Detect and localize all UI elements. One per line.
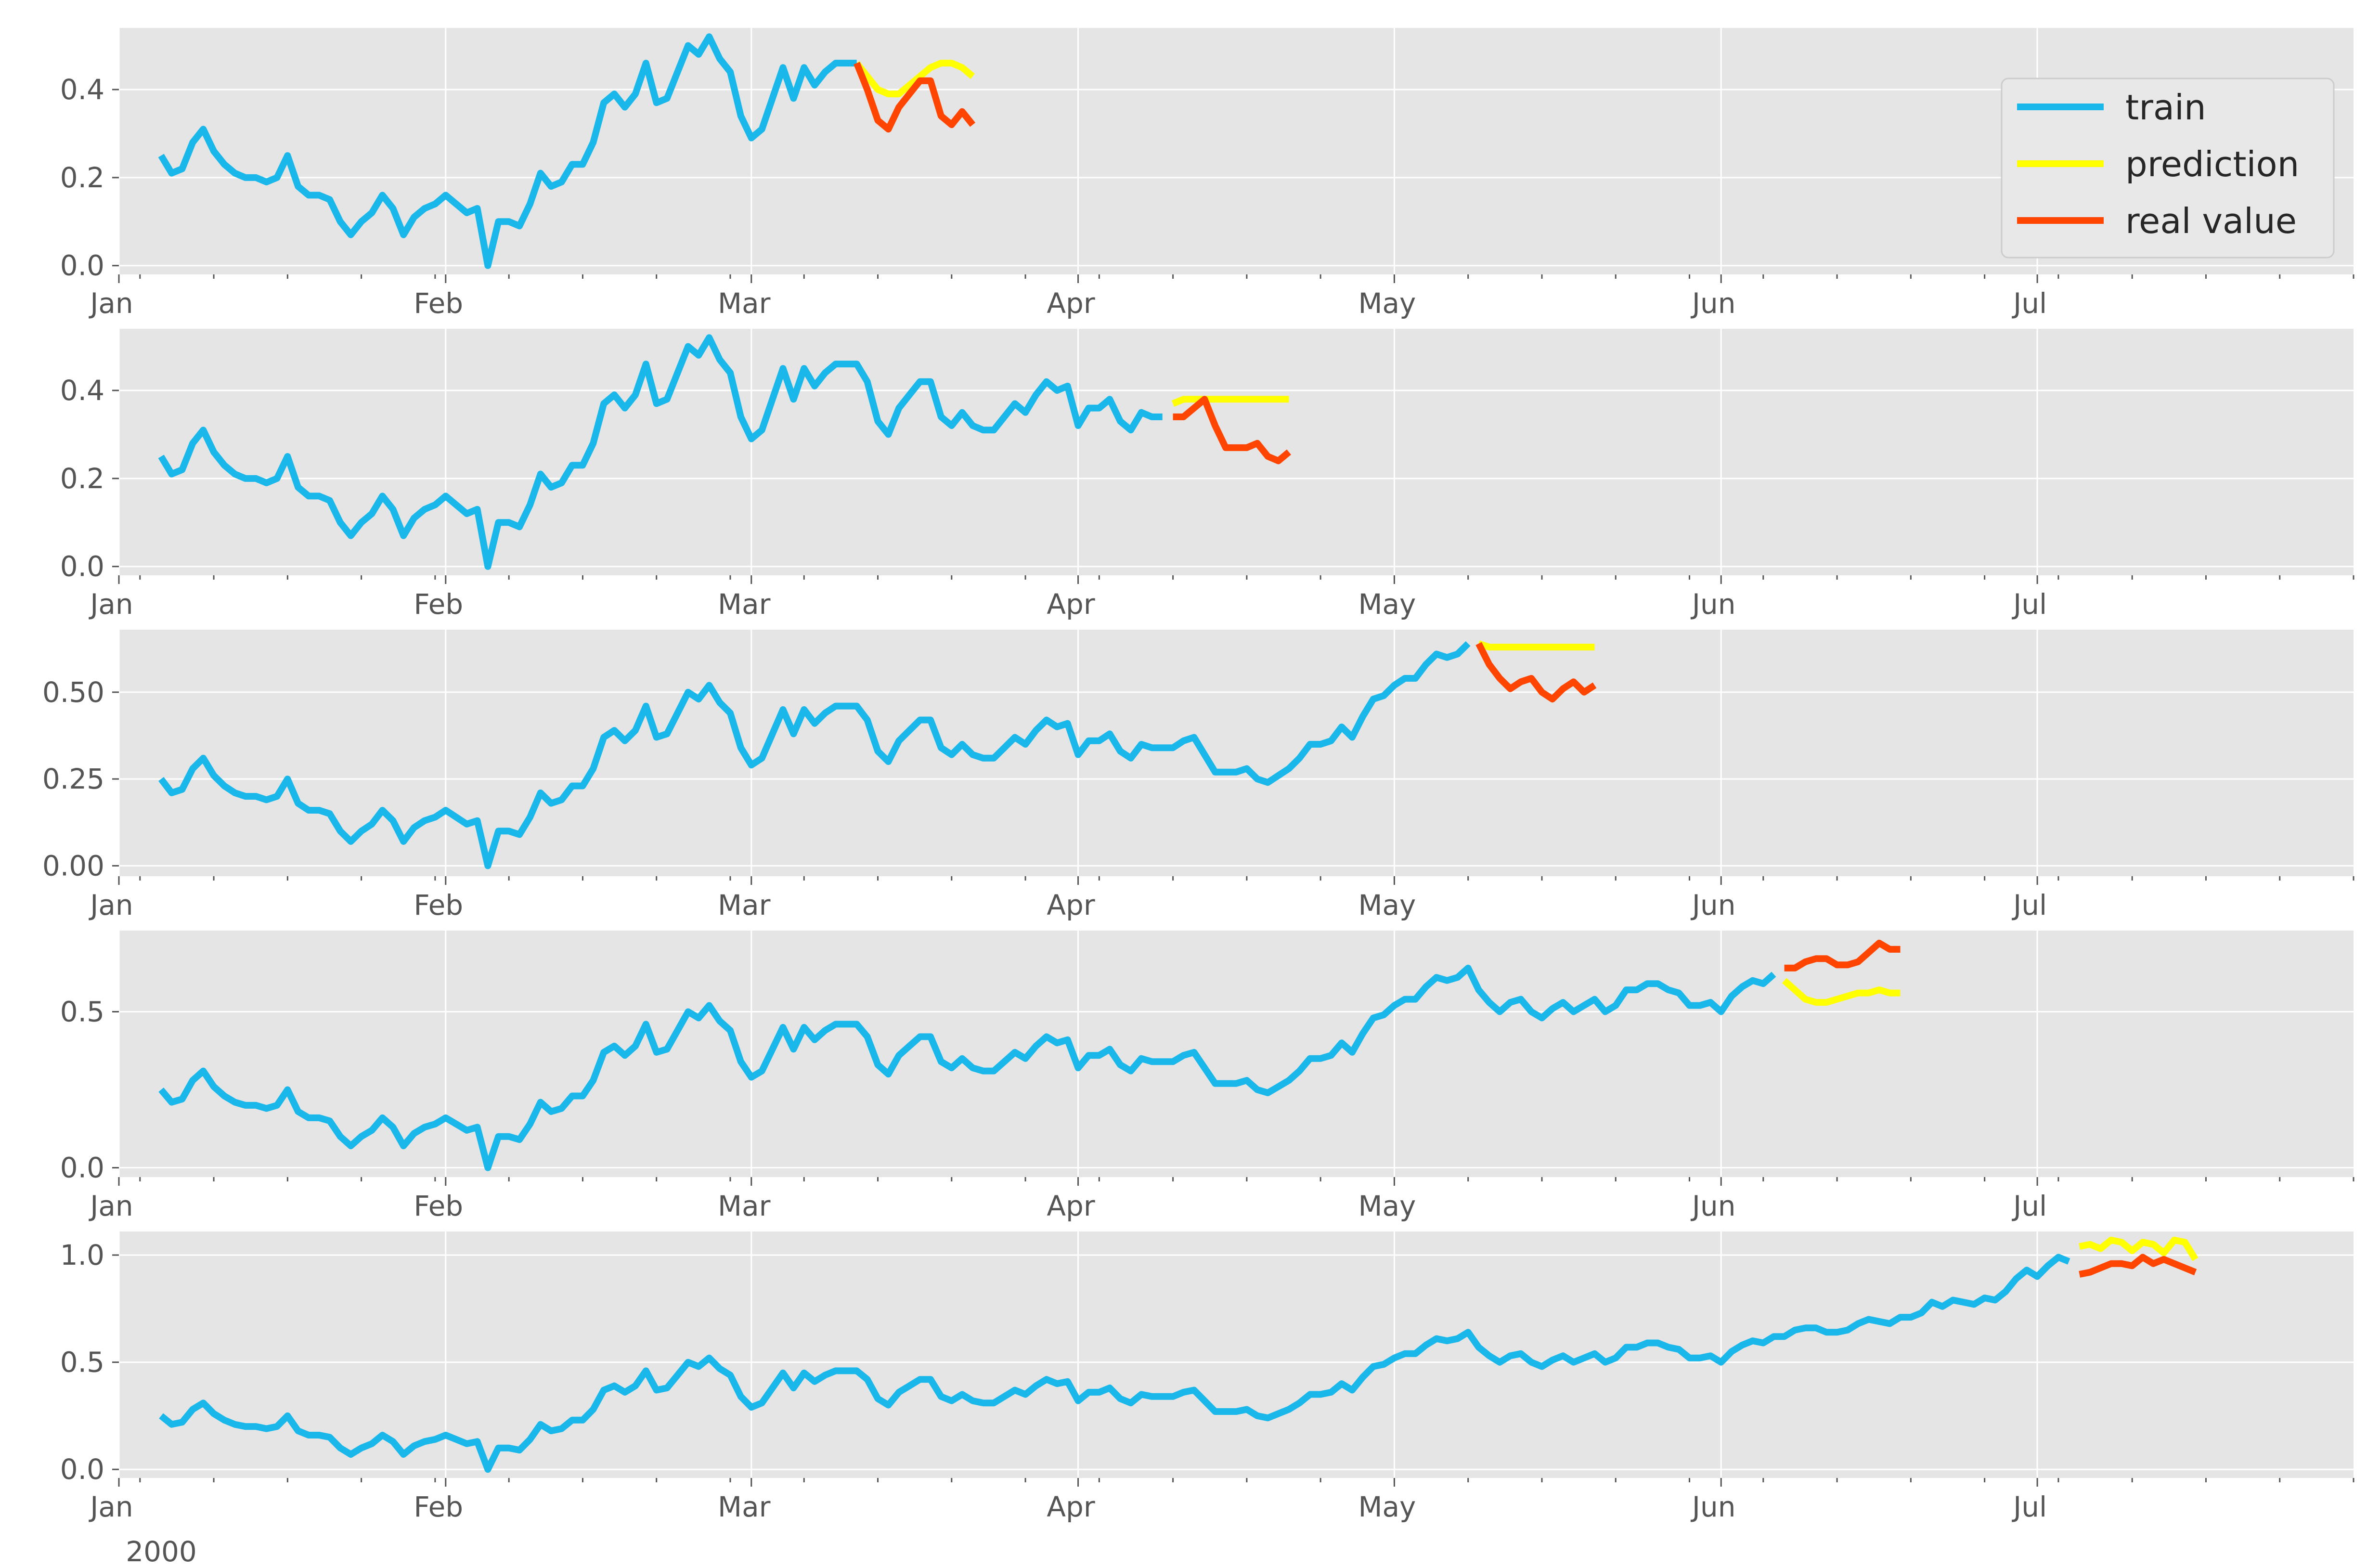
x-tick-label: Mar (718, 1190, 771, 1222)
panel-5: 0.0 0.5 1.0 Jan Feb Mar Apr May Jun Jul (60, 1231, 2354, 1523)
x-tick-label: Jan (89, 287, 133, 320)
x-tick-label: Mar (718, 287, 771, 320)
x-tick-label: Jul (2012, 588, 2047, 621)
x-tick-label: Apr (1047, 889, 1095, 921)
x-tick-label: Feb (414, 588, 463, 621)
x-tick-label: Feb (414, 287, 463, 320)
y-tick-label: 1.0 (60, 1239, 104, 1271)
panel-background (119, 329, 2354, 575)
y-tick-label: 0.5 (60, 1346, 104, 1379)
x-tick-label: Apr (1047, 588, 1095, 621)
prediction-series-line (2079, 1236, 2199, 1261)
x-tick-label: Jul (2012, 1490, 2047, 1523)
x-tick-label: Feb (414, 1190, 463, 1222)
x-tick-label: Mar (718, 889, 771, 921)
panel-background (119, 28, 2354, 274)
x-tick-label: May (1358, 889, 1416, 921)
real-value-series-line (2079, 1254, 2197, 1278)
prediction-series-line (1171, 396, 1289, 407)
x-tick-label: Feb (414, 889, 463, 921)
panel-1: 0.0 0.2 0.4 Jan Feb Mar Apr May Jun Jul (60, 28, 2354, 320)
y-tick-label: 0.25 (42, 763, 104, 795)
x-tick-label: Jan (89, 1490, 133, 1523)
x-tick-label: Feb (414, 1490, 463, 1523)
x-tick-label: May (1358, 588, 1416, 621)
x-tick-label: Jan (89, 588, 133, 621)
x-tick-label: Jun (1691, 1490, 1736, 1523)
x-tick-label: Jun (1691, 1190, 1736, 1222)
train-series-line (158, 334, 1163, 570)
train-series-line (158, 641, 1471, 869)
x-tick-label: Jun (1691, 588, 1736, 621)
panel-3: 0.00 0.25 0.50 Jan Feb Mar Apr May Jun Jul (42, 630, 2354, 921)
y-tick-label: 0.0 (60, 1453, 104, 1486)
real-value-series-line (1475, 642, 1597, 703)
panel-4: 0.0 0.5 Jan Feb Mar Apr May Jun Jul (60, 931, 2354, 1222)
y-tick-label: 0.4 (60, 374, 104, 407)
y-tick-label: 0.2 (60, 161, 104, 194)
real-value-series-line (1784, 939, 1901, 972)
x-tick-label: May (1358, 1190, 1416, 1222)
x-tick-label: Jun (1691, 287, 1736, 320)
legend-label: prediction (2125, 144, 2299, 184)
x-tick-label: Jul (2012, 889, 2047, 921)
y-tick-label: 0.0 (60, 550, 104, 583)
x-tick-label: May (1358, 1490, 1416, 1523)
x-tick-label: Apr (1047, 1490, 1095, 1523)
train-series-line (158, 33, 857, 269)
train-series-line (159, 1254, 2070, 1473)
panel-2: 0.0 0.2 0.4 Jan Feb Mar Apr May Jun Jul (60, 329, 2354, 621)
x-tick-label: Jun (1691, 889, 1736, 921)
x-tick-label: Jan (89, 1190, 133, 1222)
legend-label: train (2125, 87, 2206, 128)
x-tick-label: Jul (2012, 287, 2047, 320)
year-label: 2000 (126, 1535, 197, 1568)
panel-background (119, 931, 2354, 1177)
legend-label: real value (2125, 201, 2297, 241)
legend-box (2001, 78, 2335, 259)
y-tick-label: 0.4 (60, 73, 104, 106)
y-tick-label: 0.5 (60, 996, 104, 1028)
y-tick-label: 0.00 (42, 849, 104, 882)
x-tick-label: Apr (1047, 1190, 1095, 1222)
legend: train prediction real value (2001, 78, 2335, 259)
prediction-series-line (1782, 978, 1901, 1006)
real-value-series-line (854, 62, 976, 133)
x-tick-label: Apr (1047, 287, 1095, 320)
y-tick-label: 0.0 (60, 249, 104, 282)
x-tick-label: Mar (718, 1490, 771, 1523)
train-series-line (158, 964, 1776, 1171)
x-tick-label: May (1358, 287, 1416, 320)
prediction-series-line (854, 60, 975, 98)
panel-background (119, 630, 2354, 876)
y-tick-label: 0.2 (60, 462, 104, 495)
real-value-series-line (1173, 396, 1291, 465)
prediction-series-line (1477, 640, 1595, 651)
x-tick-label: Mar (718, 588, 771, 621)
y-tick-label: 0.0 (60, 1152, 104, 1184)
y-tick-label: 0.50 (42, 676, 104, 709)
x-tick-label: Jan (89, 889, 133, 921)
panel-background (119, 1231, 2354, 1478)
x-tick-label: Jul (2012, 1190, 2047, 1222)
